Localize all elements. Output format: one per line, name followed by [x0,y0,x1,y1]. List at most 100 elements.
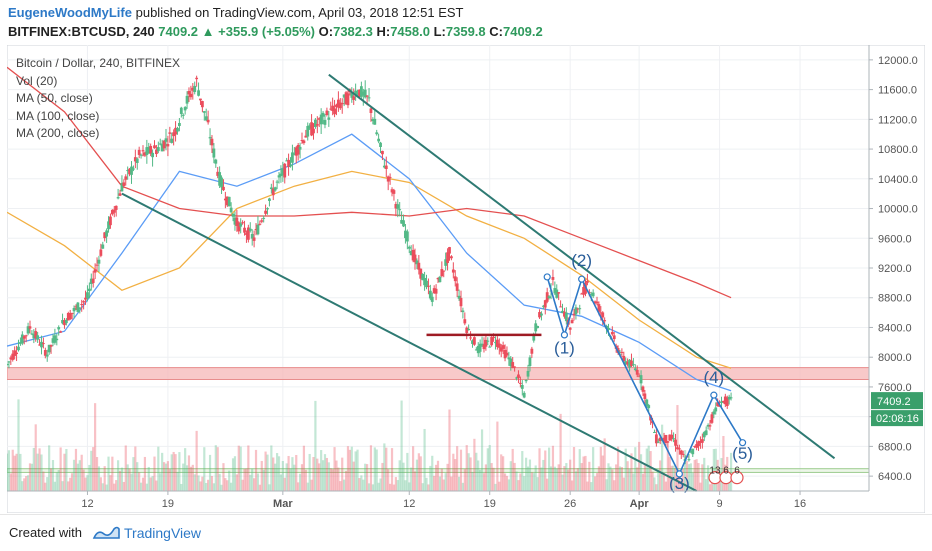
candle-body [681,453,685,455]
time-tick-label: 9 [717,498,723,510]
candle-body [517,374,520,378]
candle-body [289,164,292,167]
time-tick-label: 12 [403,498,415,510]
volume-bar [266,454,269,491]
volume-bar [212,483,215,491]
volume-bar [358,478,361,491]
volume-bar [366,464,369,491]
volume-bar [74,448,78,491]
volume-bar [287,455,290,491]
candle-body [116,197,120,199]
volume-bar [318,463,321,491]
volume-bar [427,484,430,491]
volume-bar [80,454,83,491]
volume-bar [404,480,407,491]
volume-bar [473,438,476,491]
volume-bar [467,453,470,491]
low-label: L: [433,24,446,39]
volume-bar [484,464,487,491]
candle-body [438,276,442,283]
candle-body [597,304,601,312]
volume-bar [444,473,447,491]
volume-bar [417,453,420,491]
candle-body [24,335,28,337]
candle-body [620,351,624,353]
volume-bar [297,482,300,491]
candle-body [135,158,139,163]
volume-bar [549,466,553,491]
candle-body [269,187,273,190]
volume-bar [651,471,654,491]
candle-body [235,217,239,226]
volume-bar [185,465,189,491]
volume-bar [603,438,606,491]
volume-bar [120,467,124,491]
volume-bar [553,466,556,491]
volume-bar [536,477,539,491]
tradingview-brand[interactable]: TradingView [124,525,202,541]
volume-bar [641,473,645,491]
volume-bar [521,451,524,491]
candle-body [132,168,135,170]
volume-bar [500,454,503,491]
volume-bar [509,461,512,491]
candle-body [91,278,95,284]
candle-body [371,119,375,122]
volume-bar [220,484,223,491]
candle-body [314,119,317,127]
author-link[interactable]: EugeneWoodMyLife [8,5,132,20]
candle-body [118,193,122,196]
candle-body [126,170,130,172]
candle-body [321,112,325,117]
volume-bar [580,463,583,491]
tradingview-logo-icon[interactable] [92,523,120,548]
chart-area[interactable]: (1)(2)(3)(4)(5)13666400.06800.07200.0760… [5,44,926,514]
volume-bar [475,452,478,491]
candle-body [461,310,465,313]
candle-body [325,110,329,115]
volume-bar [214,445,217,491]
volume-bar [479,469,482,491]
footer: Created with TradingView [0,514,932,551]
created-with-label: Created with [9,525,82,540]
candle-body [160,144,164,152]
volume-bar [189,466,192,491]
volume-bar [544,450,547,491]
candle-body [57,327,61,330]
candle-body [168,132,172,134]
candle-body [654,434,658,444]
volume-bar [477,460,480,491]
candle-body [630,360,633,366]
volume-bar [712,449,715,491]
candle-body [304,135,308,138]
up-arrow-icon: ▲ [201,24,215,39]
volume-bar [36,453,39,491]
volume-bar [90,450,93,491]
candle-body [509,358,513,367]
candle-body [723,396,727,405]
candle-body [103,232,107,239]
candle-body [411,249,415,261]
candle-body [457,295,461,299]
volume-bar [601,455,604,491]
volume-bar [402,462,405,491]
volume-bar [327,462,330,491]
price-chart[interactable]: (1)(2)(3)(4)(5)13666400.06800.07200.0760… [5,44,926,514]
candle-body [279,173,283,177]
open-value: 7382.3 [333,24,373,39]
volume-bar [182,463,185,491]
candle-body [555,289,559,298]
volume-bar [279,474,283,491]
candle-body [386,176,390,182]
candle-body [505,352,509,356]
candle-body [26,326,30,334]
volume-bar [51,460,55,491]
trendline-1 [121,192,698,492]
chart-header: EugeneWoodMyLife published on TradingVie… [0,0,932,44]
price-tick-label: 10800.0 [878,144,918,156]
candle-body [174,127,177,135]
volume-bar [138,472,141,491]
volume-bar [373,447,376,491]
volume-bar [320,450,323,491]
candle-body [63,320,66,326]
